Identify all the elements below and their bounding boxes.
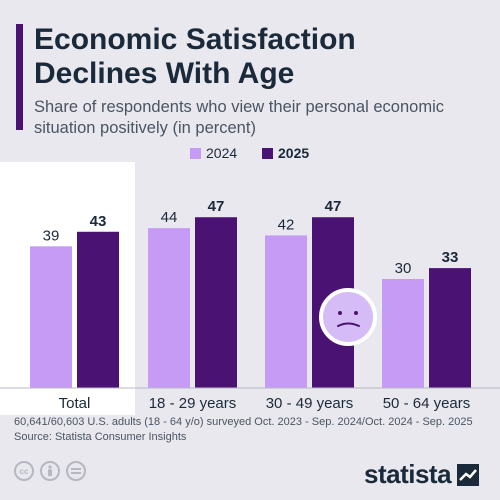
chart-area: 2024 2025 39 43 Total 44 47 18 - 29 years 42 47 30… <box>0 140 500 415</box>
title-accent-bar <box>16 24 23 130</box>
bar-2025-0 <box>77 231 119 388</box>
value-label-2025-1: 47 <box>208 198 225 215</box>
chart-subtitle: Share of respondents who view their pers… <box>34 98 444 137</box>
legend-label-2024: 2024 <box>206 145 237 161</box>
bar-2025-1 <box>195 217 237 388</box>
footnote: 60,641/60,603 U.S. adults (18 - 64 y/o) … <box>14 415 494 445</box>
bar-chart: 2024 2025 39 43 Total 44 47 18 - 29 years 42 47 30… <box>0 145 500 415</box>
sad-face-mouth <box>337 322 360 327</box>
category-label-3: 50 - 64 years <box>383 395 471 412</box>
bar-2024-3 <box>382 279 424 388</box>
bar-2024-0 <box>30 246 72 388</box>
sad-face-eye-left <box>338 311 342 315</box>
bar-2024-1 <box>148 228 190 388</box>
bar-2024-2 <box>265 235 307 388</box>
nd-icon[interactable] <box>66 461 86 481</box>
legend-swatch-2025 <box>262 148 273 159</box>
legend-swatch-2024 <box>190 148 201 159</box>
survey-note: 60,641/60,603 U.S. adults (18 - 64 y/o) … <box>14 416 473 428</box>
brand-name: statista <box>364 459 452 489</box>
sad-face-eye-right <box>354 311 358 315</box>
category-label-1: 18 - 29 years <box>149 395 237 412</box>
legend-label-2025: 2025 <box>278 145 309 161</box>
statista-logo-icon <box>457 463 480 486</box>
category-label-2: 30 - 49 years <box>266 395 354 412</box>
license-icons: cc <box>14 461 86 481</box>
value-label-2025-3: 33 <box>442 249 459 266</box>
value-label-2024-1: 44 <box>161 209 178 226</box>
source-note: Source: Statista Consumer Insights <box>14 431 187 443</box>
by-icon[interactable] <box>40 461 60 481</box>
value-label-2025-2: 47 <box>325 198 342 215</box>
chart-title: Economic Satisfaction Declines With Age <box>34 23 356 90</box>
value-label-2024-2: 42 <box>278 216 295 233</box>
value-label-2025-0: 43 <box>90 213 107 230</box>
sad-face-circle <box>319 288 377 346</box>
category-label-0: Total <box>59 395 91 412</box>
bar-2025-3 <box>429 268 471 388</box>
cc-icon[interactable]: cc <box>14 461 34 481</box>
value-label-2024-3: 30 <box>395 260 412 277</box>
value-label-2024-0: 39 <box>43 227 60 244</box>
statista-brand[interactable]: statista <box>364 459 480 490</box>
legend: 2024 2025 <box>190 145 309 161</box>
sad-face-icon <box>319 288 377 346</box>
